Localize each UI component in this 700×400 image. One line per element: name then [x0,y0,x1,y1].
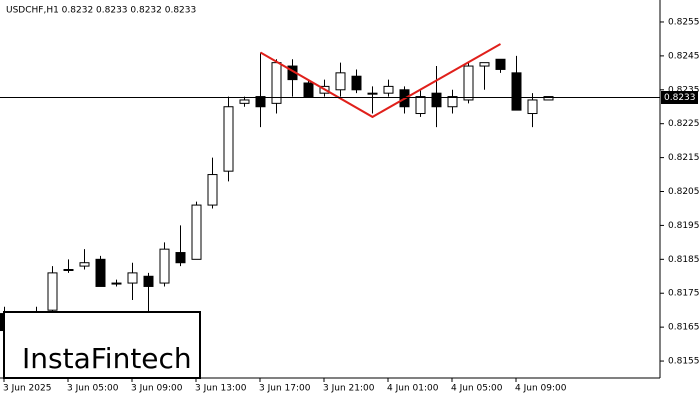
candle-body [207,174,218,206]
x-tick-label: 3 Jun 17:00 [259,384,311,394]
y-tick-label: 0.8185 [668,255,700,265]
y-tick-label: 0.8235 [668,85,700,95]
candle-body [127,272,138,284]
pattern-line [260,43,501,119]
candle-body [463,65,474,101]
candle-body [527,99,538,115]
candle-body [143,275,154,287]
candle-body [255,96,266,108]
x-tick-label: 3 Jun 09:00 [131,384,183,394]
candle-body [415,96,426,115]
x-tick-label: 3 Jun 2025 [3,384,51,394]
candle-body [511,72,522,111]
candle-body [335,72,346,91]
x-tick-label: 4 Jun 09:00 [515,384,567,394]
candle-body [543,96,554,101]
y-tick-label: 0.8205 [668,187,700,197]
price-label: 0.8233 [664,93,696,103]
candle-body [495,58,506,70]
x-tick-label: 4 Jun 05:00 [451,384,503,394]
candle-body [383,85,394,94]
candle-body [431,92,442,108]
y-tick-label: 0.8215 [668,153,700,163]
x-tick-label: 3 Jun 13:00 [195,384,247,394]
y-tick-label: 0.8155 [668,357,700,367]
candle-body [47,272,58,311]
chart-title: USDCHF,H1 0.8232 0.8233 0.8232 0.8233 [6,6,196,16]
logo: InstaFintech [22,342,192,375]
y-tick-label: 0.8225 [668,119,700,129]
y-tick-label: 0.8255 [668,17,700,27]
candle-body [159,248,170,284]
candle-body [447,96,458,108]
candle-body [351,75,362,91]
x-tick-label: 3 Jun 05:00 [67,384,119,394]
x-tick-label: 4 Jun 01:00 [387,384,439,394]
y-tick-label: 0.8195 [668,221,700,231]
candle-body [479,62,490,67]
candle-body [79,262,90,267]
candle-body [367,92,378,95]
candle-body [95,258,106,287]
candle-body [239,99,250,104]
candle-body [223,106,234,172]
candle-body [175,252,186,264]
candle-body [63,268,74,271]
y-tick-label: 0.8245 [668,51,700,61]
candle-body [303,82,314,98]
price-label-box [661,91,698,104]
candle-body [111,282,122,285]
logo-box [3,311,201,379]
y-tick-label: 0.8175 [668,289,700,299]
y-tick-label: 0.8165 [668,323,700,333]
candle-body [191,204,202,260]
x-tick-label: 3 Jun 21:00 [323,384,375,394]
